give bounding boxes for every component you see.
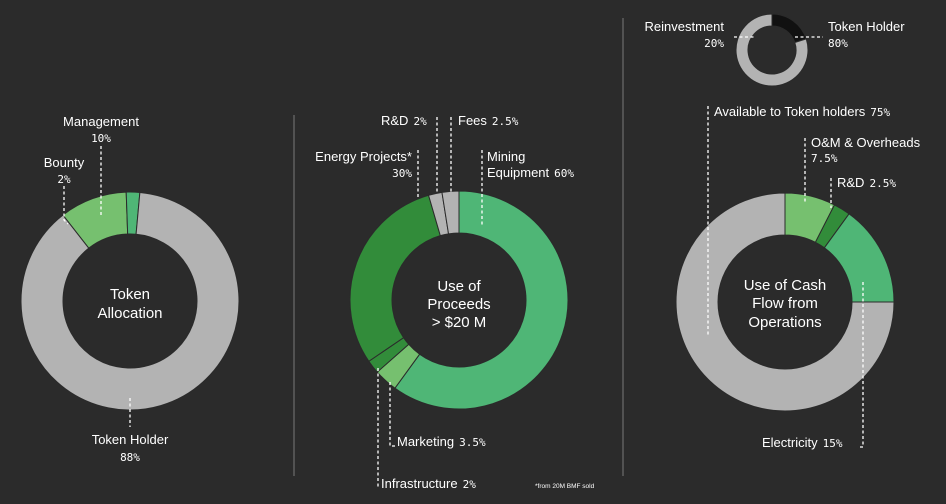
cash-flow-center-label: Operations [748,314,821,331]
cash-flow-label-electricity: Electricity 15% [762,435,843,450]
cash-flow-label-text-electricity: Electricity [762,435,818,450]
use-of-proceeds-footnote: *from 20M BMF sold [535,483,595,490]
reinvestment-split-value-reinvestment: 20% [704,37,724,50]
use-of-proceeds-label-fees: Fees 2.5% [458,113,519,128]
token-allocation-center-label: Token [110,286,150,303]
token-allocation-center-label: Allocation [97,305,162,322]
use-of-proceeds-label-mining-line2: Equipment 60% [487,165,574,180]
cash-flow-value-electricity: 15% [823,437,843,450]
use-of-proceeds-label-text-infrastructure: Infrastructure [381,476,458,491]
use-of-proceeds-label-r-d: R&D 2% [381,113,427,128]
use-of-proceeds-label-mining-equipment: Equipment [487,165,550,180]
cash-flow-label-o-m-overheads: O&M & Overheads [811,135,921,150]
reinvestment-split-label-token-holder: Token Holder [828,19,905,34]
use-of-proceeds-slice-mining-equipment [394,190,569,410]
token-allocation-value-management: 10% [91,132,111,145]
reinvestment-split-slice-reinvestment [771,13,807,44]
cash-flow-value-available-to-token-holders: 75% [870,106,890,119]
use-of-proceeds-leader-marketing [389,382,395,447]
cash-flow-slice-available-to-token-holders [675,192,895,412]
use-of-proceeds-center-label: Use of [437,278,481,295]
use-of-proceeds-label-text-fees: Fees [458,113,487,128]
use-of-proceeds-label-marketing: Marketing 3.5% [397,434,486,449]
use-of-proceeds-center-label: > $20 M [432,314,487,331]
reinvestment-split-value-token-holder: 80% [828,37,848,50]
use-of-proceeds-label-energy-projects: Energy Projects* [315,149,412,164]
cash-flow-center-label: Use of Cash [744,277,827,294]
cash-flow-label-available-to-token-holders: Available to Token holders 75% [714,104,891,119]
use-of-proceeds-label-text-r-d: R&D [381,113,408,128]
cash-flow-label-text-available-to-token-holders: Available to Token holders [714,104,866,119]
use-of-proceeds-slice-energy-projects [349,194,441,362]
cash-flow-value-o-m-overheads: 7.5% [811,152,838,165]
token-allocation-label-bounty: Bounty [44,155,85,170]
use-of-proceeds-value-mining-equipment: 60% [554,167,574,180]
token-allocation-value-token-holder: 88% [120,451,140,464]
cash-flow-label-text-r-d: R&D [837,175,864,190]
token-allocation-value-bounty: 2% [57,173,71,186]
cash-flow-center-label: Flow from [752,295,818,312]
use-of-proceeds-label-mining: Mining [487,149,525,164]
token-allocation-label-management: Management [63,114,139,129]
token-allocation-slice-token-holder [20,191,240,411]
reinvestment-split-label-reinvestment: Reinvestment [645,19,725,34]
token-allocation-label-token-holder: Token Holder [92,432,169,447]
use-of-proceeds-value-energy-projects: 30% [392,167,412,180]
reinvestment-split-slice-token-holder [735,13,809,87]
use-of-proceeds-value-r-d: 2% [413,115,427,128]
use-of-proceeds-label-text-marketing: Marketing [397,434,454,449]
use-of-proceeds-label-infrastructure: Infrastructure 2% [381,476,476,491]
use-of-proceeds-center-label: Proceeds [427,296,490,313]
use-of-proceeds-value-marketing: 3.5% [459,436,486,449]
use-of-proceeds-slice-fees [441,190,460,235]
cash-flow-leader-electricity [858,282,864,448]
cash-flow-label-r-d: R&D 2.5% [837,175,896,190]
use-of-proceeds-value-fees: 2.5% [492,115,519,128]
use-of-proceeds-value-infrastructure: 2% [463,478,477,491]
cash-flow-value-r-d: 2.5% [869,177,896,190]
token-allocation-leader-bounty [63,186,69,225]
